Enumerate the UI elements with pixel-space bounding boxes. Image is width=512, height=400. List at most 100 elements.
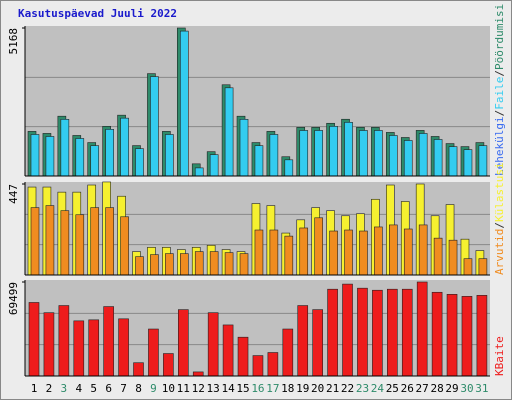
bar xyxy=(75,214,85,276)
bar xyxy=(359,230,368,276)
bar xyxy=(88,319,100,377)
bar xyxy=(416,281,428,377)
bar xyxy=(90,145,100,177)
bar xyxy=(267,352,279,377)
bar xyxy=(359,130,368,177)
bar xyxy=(299,227,309,276)
bar xyxy=(418,133,428,177)
bar xyxy=(329,230,338,276)
legend-separator: / xyxy=(493,222,506,229)
x-tick-label: 24 xyxy=(371,382,385,395)
bar xyxy=(207,312,219,377)
x-tick-label: 27 xyxy=(416,382,429,395)
bar xyxy=(120,117,129,177)
x-tick-label: 2 xyxy=(46,382,53,395)
legend-entry: Pöördumisi xyxy=(493,4,506,70)
legend-entry: Faile xyxy=(493,77,506,110)
x-tick-label: 29 xyxy=(445,382,458,395)
bar xyxy=(344,229,353,276)
bar xyxy=(209,251,219,276)
bar xyxy=(344,122,353,177)
bar xyxy=(314,217,323,276)
bar xyxy=(30,207,40,276)
x-tick-label: 14 xyxy=(221,382,235,395)
bar xyxy=(239,253,249,276)
legend-entry: Lehekülgi xyxy=(493,116,506,176)
x-tick-label: 1 xyxy=(31,382,38,395)
bar xyxy=(60,210,70,276)
legend: Lehekülgi/Faile/Pöördumisi xyxy=(493,4,506,176)
bar xyxy=(284,159,294,177)
bar xyxy=(282,328,294,377)
bar xyxy=(372,289,383,377)
bar xyxy=(342,283,353,377)
x-tick-label: 11 xyxy=(177,382,190,395)
bar xyxy=(30,134,40,177)
bar xyxy=(90,207,100,276)
bar xyxy=(299,130,309,177)
bar xyxy=(389,224,398,276)
x-tick-label: 25 xyxy=(386,382,399,395)
x-tick-label: 26 xyxy=(401,382,414,395)
x-tick-label: 3 xyxy=(61,382,68,395)
bar xyxy=(222,324,234,377)
bar xyxy=(237,336,249,377)
legend: KBaite xyxy=(493,336,506,376)
bar xyxy=(269,229,279,276)
x-tick-label: 30 xyxy=(460,382,473,395)
chart-title: Kasutuspäevad Juuli 2022 xyxy=(18,7,177,20)
legend: Arvutid/Külastusi xyxy=(493,162,506,275)
x-tick-label: 8 xyxy=(135,382,142,395)
bar xyxy=(401,288,413,377)
bar xyxy=(118,318,129,377)
x-tick-label: 12 xyxy=(192,382,205,395)
x-tick-label: 10 xyxy=(162,382,175,395)
bar xyxy=(163,353,174,377)
bar xyxy=(314,130,323,177)
bar xyxy=(209,154,219,177)
y-tick-label: 447 xyxy=(7,184,20,204)
bar xyxy=(239,118,249,177)
bar xyxy=(284,235,294,276)
x-tick-label: 28 xyxy=(430,382,443,395)
bar xyxy=(478,145,488,177)
x-tick-label: 31 xyxy=(475,382,488,395)
bar xyxy=(75,138,85,177)
bar xyxy=(45,136,55,177)
bar xyxy=(150,76,159,177)
bar xyxy=(329,126,338,177)
x-tick-label: 18 xyxy=(281,382,294,395)
bar xyxy=(133,362,144,377)
bar xyxy=(463,149,473,177)
bar xyxy=(103,306,114,377)
bar xyxy=(374,130,383,177)
bar xyxy=(58,305,70,377)
bar xyxy=(73,320,85,377)
bar xyxy=(403,140,413,177)
bar xyxy=(357,287,368,377)
bar xyxy=(418,224,428,276)
x-tick-label: 7 xyxy=(120,382,127,395)
bar xyxy=(150,254,159,276)
bar xyxy=(431,291,443,377)
bar xyxy=(224,252,234,276)
bar xyxy=(135,148,144,177)
x-tick-label: 17 xyxy=(266,382,279,395)
bar xyxy=(105,207,114,276)
x-tick-label: 13 xyxy=(207,382,220,395)
bar xyxy=(194,167,204,177)
bar xyxy=(403,228,413,276)
bar xyxy=(194,251,204,276)
bar xyxy=(374,226,383,276)
bar xyxy=(120,216,129,276)
bar xyxy=(180,30,189,177)
y-tick-label: 69499 xyxy=(7,282,20,315)
legend-separator: / xyxy=(493,110,506,117)
x-tick-label: 19 xyxy=(296,382,309,395)
bar xyxy=(461,296,473,377)
x-tick-label: 4 xyxy=(75,382,82,395)
x-tick-label: 20 xyxy=(311,382,324,395)
bar xyxy=(448,239,458,276)
x-tick-label: 21 xyxy=(326,382,339,395)
bar xyxy=(252,355,264,377)
